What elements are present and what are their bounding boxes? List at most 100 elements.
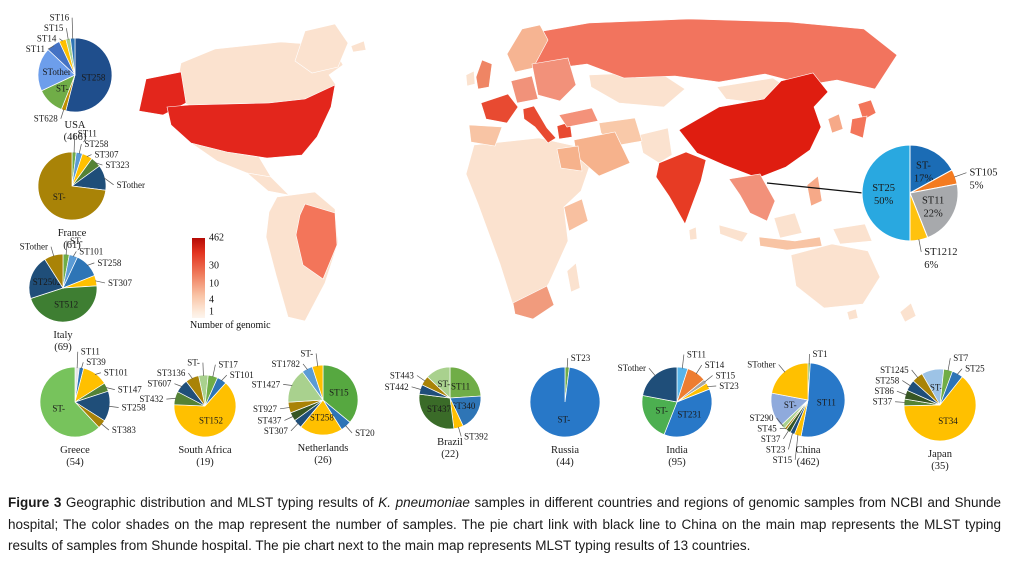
pie-outer-label: ST258 — [84, 139, 109, 149]
legend-tick: 4 — [209, 294, 214, 306]
pie-inner-label: ST- — [784, 400, 797, 410]
pie-outer-label: ST105 5% — [969, 168, 997, 192]
pie-sample-count: (22) — [441, 449, 459, 460]
country-japan-south — [849, 115, 868, 139]
pie-slice-india-ST231 — [663, 388, 713, 438]
figure-caption: Figure 3 Geographic distribution and MLS… — [8, 492, 1001, 557]
pie-inner-label: ST11 22% — [922, 196, 944, 220]
country-italy — [522, 105, 557, 144]
label-leader-line — [290, 423, 299, 432]
pie-slice-france-ST- — [37, 151, 107, 221]
country-spain — [468, 124, 503, 147]
country-iceland — [350, 40, 367, 53]
country-china — [678, 72, 829, 179]
region-central-america — [245, 172, 290, 196]
legend-tick: 10 — [209, 278, 219, 290]
label-leader-line — [681, 354, 685, 369]
region-east-africa — [563, 198, 589, 232]
pie-outer-label: ST147 — [118, 385, 143, 395]
label-leader-line — [315, 353, 319, 367]
pie-outer-label: ST927 — [253, 404, 278, 414]
pie-outer-label: ST392 — [464, 431, 488, 441]
pie-outer-label: ST628 — [34, 114, 59, 124]
pie-chart-russia: ST- ST23 Russia(44) — [529, 353, 601, 468]
country-ireland — [465, 70, 476, 87]
pie-outer-label: ST15 — [773, 455, 793, 465]
pie-outer-label: ST437 — [257, 415, 282, 425]
island-borneo — [773, 212, 803, 239]
pie-outer-label: ST- — [187, 358, 200, 368]
label-leader-line — [411, 386, 422, 390]
pie-outer-label: ST307 — [108, 278, 133, 288]
pie-outer-label: ST15 — [44, 23, 64, 33]
label-leader-line — [212, 364, 216, 378]
label-leader-line — [59, 38, 64, 42]
world-map-svg — [138, 18, 917, 323]
label-leader-line — [954, 172, 967, 178]
pie-slice-netherlands-ST258 — [300, 399, 343, 436]
pie-inner-label: ST2502 — [33, 277, 62, 287]
pie-slice-brazil-ST11 — [449, 366, 482, 399]
pie-outer-label: ST1782 — [272, 359, 301, 369]
pie-country-name: South Africa — [178, 445, 232, 456]
label-leader-line — [95, 162, 103, 166]
pie-country-name: China — [795, 445, 820, 456]
label-leader-line — [66, 28, 69, 40]
pie-slice-india-STother — [642, 366, 678, 403]
pie-sample-count: (61) — [63, 240, 81, 251]
pie-outer-label: ST442 — [385, 382, 409, 392]
label-leader-line — [918, 239, 922, 253]
pie-outer-label: ST258 — [875, 376, 900, 386]
pie-sample-count: (69) — [54, 342, 72, 353]
pie-slice-japan-ST34 — [903, 376, 977, 442]
country-madagascar — [566, 262, 581, 293]
pie-outer-label: ST11 — [81, 347, 100, 357]
pie-outer-label: ST307 — [95, 150, 120, 160]
country-usa — [166, 84, 336, 159]
label-leader-line — [284, 416, 294, 421]
pie-outer-label: ST11 — [26, 44, 45, 54]
pie-outer-label: ST37 — [873, 397, 893, 407]
pie-inner-label: ST437 — [427, 404, 452, 414]
pie-chart-shunde: ST-17% ST11 22% ST25 50% ST105 5% ST1212 6% — [861, 144, 997, 271]
pie-slice-italy-ST2502 — [28, 258, 64, 299]
label-leader-line — [86, 154, 92, 157]
pie-outer-label: ST- — [300, 348, 313, 358]
label-leader-line — [707, 385, 717, 387]
pie-slice-shunde-ST25 — [861, 144, 911, 242]
pie-outer-label: ST607 — [147, 379, 172, 389]
label-leader-line — [166, 397, 177, 400]
label-leader-line — [81, 362, 84, 369]
country-egypt — [556, 145, 583, 172]
pie-outer-label: ST1212 6% — [924, 247, 957, 271]
label-leader-line — [78, 144, 82, 154]
label-leader-line — [65, 240, 68, 256]
pie-sample-count: (19) — [196, 457, 214, 468]
pie-outer-label: ST7 — [953, 353, 969, 363]
pie-outer-label: ST11 — [687, 350, 706, 360]
label-leader-line — [895, 401, 906, 403]
pie-outer-label: ST45 — [757, 423, 777, 433]
pie-outer-label: ST307 — [264, 426, 289, 436]
pie-inner-label: ST- — [56, 83, 69, 93]
label-leader-line — [783, 430, 790, 440]
pie-outer-label: ST23 — [766, 444, 786, 454]
pie-outer-label: ST101 — [79, 246, 103, 256]
label-leader-line — [105, 387, 115, 390]
label-leader-line — [704, 375, 713, 383]
pie-outer-label: ST323 — [105, 160, 130, 170]
pie-outer-label: ST23 — [719, 381, 739, 391]
pie-country-name: Italy — [53, 330, 73, 341]
region-malaysia — [718, 224, 749, 243]
pie-inner-label: ST- — [558, 414, 571, 424]
country-alaska — [138, 71, 187, 116]
region-eastern-europe — [531, 57, 577, 102]
label-leader-line — [108, 405, 119, 408]
country-germany — [510, 75, 539, 104]
pie-inner-label: ST258 — [81, 72, 106, 82]
pie-inner-label: ST152 — [199, 415, 223, 425]
pie-inner-label: ST231 — [677, 409, 701, 419]
